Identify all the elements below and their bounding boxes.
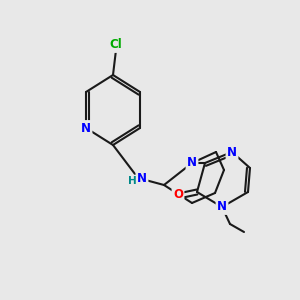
Text: N: N [81,122,91,134]
Text: H: H [128,176,136,186]
Text: O: O [173,188,183,202]
Text: N: N [217,200,227,214]
Text: N: N [137,172,147,184]
Text: N: N [227,146,237,158]
Text: Cl: Cl [110,38,122,52]
Text: N: N [187,157,197,169]
